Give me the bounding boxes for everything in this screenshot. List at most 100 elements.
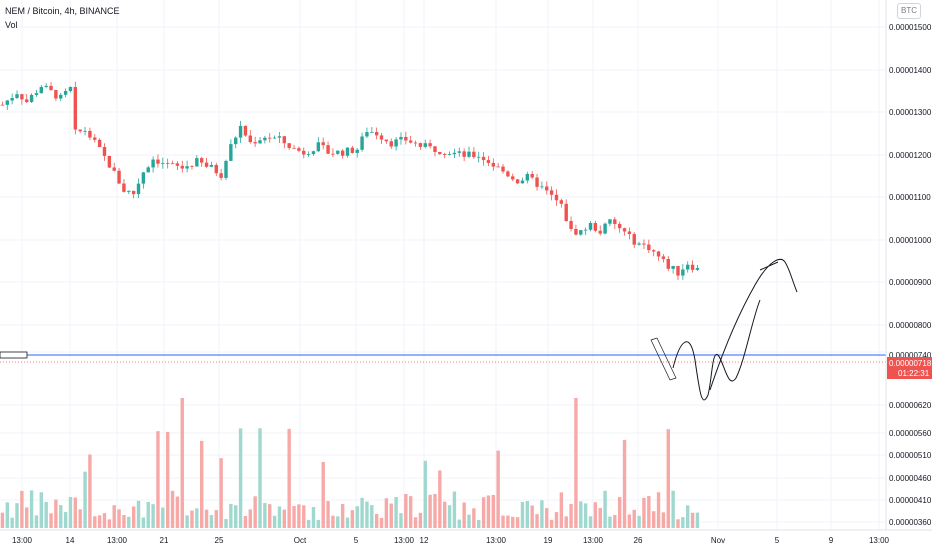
chart-grid [0, 0, 886, 530]
volume-bar [413, 517, 418, 528]
volume-bar [462, 502, 466, 528]
price-tick-label: 0.00000800 [889, 321, 932, 330]
volume-bar [355, 506, 359, 528]
candle-body [447, 154, 452, 156]
volume-bar [311, 507, 316, 528]
candle-body [209, 164, 214, 167]
volume-bar [545, 508, 549, 528]
candle-body [122, 183, 126, 192]
volume-bar [117, 509, 121, 528]
candle-body [243, 125, 248, 136]
candle-body [627, 231, 632, 235]
hand-drawn-arrow[interactable] [709, 258, 798, 391]
volume-bar [394, 497, 398, 528]
candle-body [443, 154, 447, 155]
candle-body [302, 150, 306, 155]
volume-bar [622, 439, 627, 528]
volume-bars [0, 398, 700, 528]
time-tick-label: 5 [354, 536, 359, 545]
candle-body [506, 171, 510, 177]
hline-tag-label: 0.00000740 [889, 351, 932, 360]
volume-bar [25, 507, 29, 528]
candle-body [214, 164, 218, 174]
volume-bar [642, 497, 646, 528]
candle-body [457, 151, 461, 153]
volume-bar [204, 509, 209, 528]
volume-bar [408, 496, 413, 528]
candle-body [161, 163, 165, 164]
volume-bar [656, 492, 661, 528]
volume-bar [107, 519, 112, 528]
candle-body [686, 264, 690, 270]
candle-body [486, 160, 491, 163]
volume-bar [185, 515, 189, 528]
candle-body [671, 265, 675, 269]
candle-body [287, 143, 291, 148]
candle-body [695, 268, 700, 270]
candle-body [340, 150, 345, 156]
symbol-title[interactable]: NEM / Bitcoin, 4h, BINANCE [5, 6, 120, 16]
volume-bar [491, 494, 496, 528]
volume-bar [195, 508, 199, 528]
volume-bar [156, 431, 160, 528]
candle-body [117, 170, 121, 184]
horizontal-line-handle[interactable] [0, 351, 28, 359]
volume-label[interactable]: Vol [5, 20, 18, 30]
hand-drawn-projection[interactable] [672, 299, 761, 401]
volume-bar [15, 503, 19, 528]
volume-bar [321, 461, 325, 528]
volume-bar [418, 512, 423, 528]
volume-bar [530, 505, 534, 528]
volume-bar [447, 505, 452, 528]
candle-body [603, 223, 607, 234]
volume-bar [248, 509, 252, 528]
volume-bar [457, 519, 461, 528]
volume-bar [49, 513, 53, 528]
price-tick-label: 0.00001300 [889, 108, 932, 117]
price-tick-label: 0.00001400 [889, 66, 932, 75]
candle-body [511, 176, 515, 180]
price-tick-label: 0.00000510 [889, 451, 932, 460]
candle-body [146, 167, 150, 173]
candle-body [107, 155, 112, 168]
candle-body [656, 251, 661, 257]
candle-body [141, 172, 146, 184]
candle-body [321, 142, 325, 146]
currency-button[interactable]: BTC [897, 3, 921, 19]
candle-body [394, 139, 398, 147]
volume-bar [452, 491, 457, 528]
candle-body [331, 153, 335, 155]
volume-bar [316, 519, 321, 528]
volume-bar [83, 471, 87, 528]
volume-bar [467, 514, 471, 528]
volume-bar [141, 517, 146, 528]
candle-body [44, 85, 48, 87]
time-axis[interactable]: 13:00 14 13:00 21 25 Oct 5 13:00 12 13:00 19 13:00 2… [12, 536, 890, 545]
volume-bar [666, 429, 670, 528]
candle-body [569, 221, 573, 229]
time-tick-label: 13:00 [394, 536, 415, 545]
volume-bar [127, 516, 131, 528]
volume-bar [234, 505, 238, 528]
volume-bar [282, 509, 287, 528]
candle-body [588, 222, 593, 230]
candle-body [608, 219, 612, 224]
volume-bar [384, 498, 389, 528]
candle-body [559, 200, 564, 204]
candle-body [83, 130, 87, 132]
candle-body [501, 166, 505, 172]
volume-bar [180, 398, 184, 528]
candle-body [520, 180, 525, 184]
volume-bar [681, 517, 685, 528]
candle-body [311, 151, 316, 155]
candle-body [642, 243, 646, 245]
time-tick-label: 26 [634, 536, 643, 545]
candle-body [59, 94, 63, 99]
volume-bar [472, 508, 476, 528]
price-axis[interactable]: 0.00001500 0.00001400 0.00001300 0.00001200… [889, 23, 932, 527]
time-tick-label: Nov [711, 536, 725, 545]
volume-bar [297, 504, 301, 528]
candle-body [360, 136, 364, 150]
volume-bar [253, 496, 257, 528]
